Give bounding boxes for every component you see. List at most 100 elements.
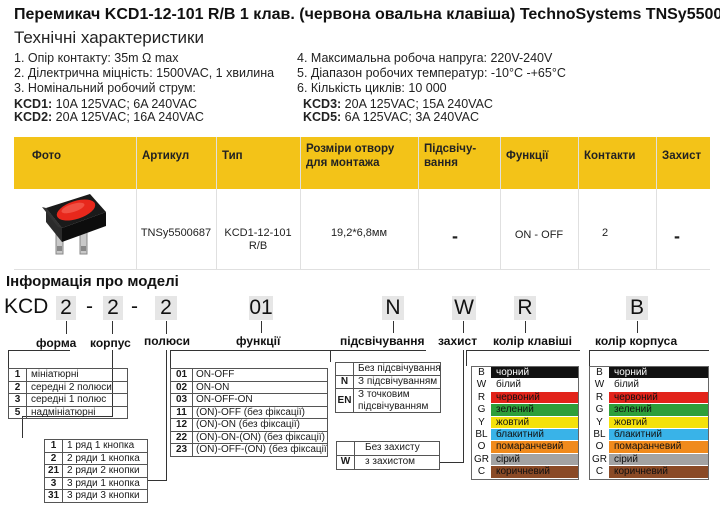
option-label: З підсвічуванням (358, 376, 438, 387)
option-label: ON-OFF-ON (196, 394, 253, 405)
label-protection: захист (438, 334, 478, 348)
option-label: середні 2 полюси (31, 381, 112, 393)
code-part-body: 2 (103, 296, 123, 320)
col-backlight: Підсвічу-вання (424, 143, 477, 169)
col-type: Тип (222, 150, 243, 162)
color-swatch-body: жовтий (609, 416, 708, 428)
spec-line: 2. Ділектрична міцність: 1500VAC, 1 хвил… (14, 66, 275, 80)
option-code: 02 (171, 381, 193, 393)
option-code: 03 (171, 394, 193, 406)
label-form: форма (36, 336, 77, 350)
option-label: ON-ON (196, 381, 230, 393)
current-value: 20A 125VAC; 16A 240VAC (52, 110, 204, 124)
option-label: 1 ряд 1 кнопка (67, 440, 135, 451)
color-code: C (472, 466, 491, 478)
option-code: 3 (9, 394, 27, 406)
list-item: 12 (ON)-ON (без фіксації) (171, 419, 327, 432)
current-kcd1: KCD1: 10A 125VAC; 6A 240VAC (14, 97, 197, 111)
code-prefix: KCD (4, 295, 49, 318)
cell-protection: - (674, 226, 680, 246)
col-contacts: Контакти (584, 150, 636, 162)
option-code: 31 (45, 490, 63, 502)
color-code: O (472, 441, 491, 453)
color-code: Y (472, 416, 491, 428)
option-label: З точковим підсвічуванням (358, 389, 429, 412)
option-code: EN (336, 389, 354, 412)
color-swatch-body: чорний (609, 367, 708, 379)
color-swatch-key: чорний (491, 367, 578, 379)
list-item: Без захисту (337, 442, 439, 456)
option-code: 01 (171, 369, 193, 381)
code-sep: - (131, 295, 138, 318)
functions-options-table: 01 ON-OFF 02 ON-ON 03 ON-OFF-ON 11 (ON)-OFF … (170, 368, 328, 457)
page-title: Перемикач KCD1-12-101 R/B 1 клав. (черво… (14, 6, 720, 23)
color-code: C (590, 466, 609, 478)
model-name: KCD1: (14, 97, 53, 111)
option-code: 3 (45, 477, 63, 489)
option-code: N (336, 376, 354, 388)
current-value: 6A 125VAC; 3A 240VAC (341, 110, 480, 124)
color-swatch-body: сірий (609, 453, 708, 466)
color-row: GR сірий (472, 453, 578, 467)
code-sep: - (86, 295, 93, 318)
cell-size: 19,2*6,8мм (330, 227, 388, 239)
option-code: 2 (9, 381, 27, 393)
list-item: 3 середні 1 полюс (9, 394, 127, 407)
option-code: 23 (171, 444, 193, 456)
color-swatch-body: білий (609, 379, 708, 391)
code-part-protection: W (452, 296, 476, 320)
code-part-body-color: B (626, 296, 648, 320)
color-swatch-key: червоний (491, 391, 578, 404)
color-swatch-body: зелений (609, 404, 708, 416)
color-code: B (472, 367, 491, 379)
backlight-options-table: Без підсвічування N З підсвічуванням EN З … (335, 362, 441, 413)
col-size: Розміри отвору для монтажа (306, 143, 395, 169)
list-item: 2 2 ряди 1 кнопка (45, 452, 147, 465)
label-poles: полюси (144, 334, 191, 348)
code-part-functions: 01 (249, 296, 273, 320)
label-backlight: підсвічування (340, 334, 425, 348)
option-label: Без захисту (365, 442, 420, 453)
code-part-key-color: R (514, 296, 536, 320)
option-code (336, 363, 354, 375)
table-header: Фото Артикул Тип Розміри отвору для монт… (14, 137, 710, 189)
color-code: BL (590, 428, 609, 441)
list-item: 1 мініатюрні (9, 369, 127, 382)
option-label: Без підсвічування (358, 363, 440, 374)
code-part-poles: 2 (155, 296, 177, 320)
color-swatch-key: білий (491, 379, 578, 391)
option-label: ON-OFF (196, 369, 235, 380)
option-code: 1 (45, 440, 63, 452)
color-code: R (590, 391, 609, 404)
list-item: 03 ON-OFF-ON (171, 394, 327, 407)
color-code: B (590, 367, 609, 379)
spec-line: 5. Діапазон робочих температур: -10°C -+… (297, 66, 566, 80)
cell-article: TNSy5500687 (140, 227, 212, 239)
color-code: R (472, 391, 491, 404)
color-code: G (472, 404, 491, 416)
spec-line: 4. Максимальна робоча напруга: 220V-240V (297, 51, 553, 65)
option-code: 2 (45, 452, 63, 464)
color-swatch-body: блакитний (609, 428, 708, 441)
specs-heading: Технічні характеристики (14, 28, 204, 47)
current-kcd2: KCD2: 20A 125VAC; 16A 240VAC (14, 110, 204, 124)
option-label: 2 ряди 2 кнопки (67, 465, 140, 476)
option-label: надмініатюрні (31, 406, 96, 418)
color-swatch-key: блакитний (491, 428, 578, 441)
option-code: 21 (45, 465, 63, 477)
model-name: KCD5: (303, 110, 342, 124)
option-label: (ON)-OFF (без фіксації) (196, 406, 305, 418)
label-body-color: колір корпуса (595, 334, 678, 348)
spec-line: 6. Кількість циклів: 10 000 (297, 81, 447, 95)
